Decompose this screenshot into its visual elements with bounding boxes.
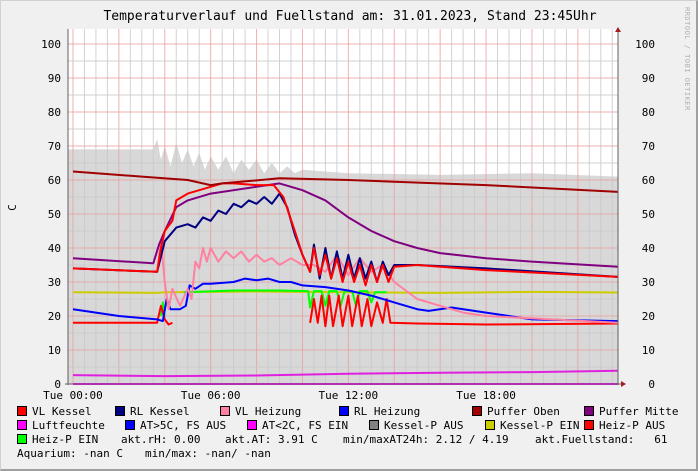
y-tick-label-right: 60 — [642, 174, 655, 187]
legend-item: Heiz-P EIN — [17, 433, 98, 446]
y-tick-label-right: 50 — [642, 208, 655, 221]
legend-swatch — [17, 420, 27, 430]
legend-swatch — [220, 406, 230, 416]
y-tick-label-left: 70 — [48, 140, 61, 153]
outside-temp-readout: akt.AT: 3.91 C — [225, 433, 318, 446]
humidity-readout: akt.rH: 0.00 — [121, 433, 201, 446]
x-tick-label: Tue 06:00 — [181, 389, 241, 401]
legend-swatch — [584, 406, 594, 416]
legend-swatch — [339, 406, 349, 416]
aquarium-readout: Aquarium: -nan C — [17, 447, 123, 460]
legend-label: Puffer Oben — [487, 405, 560, 418]
legend-label: Heiz-P EIN — [32, 433, 99, 446]
y-tick-label-right: 70 — [642, 140, 655, 153]
legend-swatch — [115, 406, 125, 416]
legend-label: VL Kessel — [32, 405, 92, 418]
legend-item: RL Heizung — [339, 405, 420, 418]
legend-label: AT>5C, FS AUS — [140, 419, 227, 432]
legend-item: VL Heizung — [220, 405, 301, 418]
y-tick-label-left: 60 — [48, 174, 61, 187]
legend-label: VL Heizung — [235, 405, 302, 418]
legend-item: Luftfeuchte — [17, 419, 105, 432]
legend-swatch — [472, 406, 482, 416]
legend-label: Luftfeuchte — [32, 419, 105, 432]
y-tick-label-left: 0 — [54, 378, 61, 391]
watermark: RRDTOOL / TOBI OETIKER — [683, 7, 691, 111]
legend-item: Puffer Mitte — [584, 405, 678, 418]
legend-item: AT<2C, FS EIN — [247, 419, 348, 432]
series-line-heiz-p-aus — [72, 294, 619, 328]
legend-swatch — [125, 420, 135, 430]
y-tick-label-right: 10 — [642, 344, 655, 357]
legend-swatch — [369, 420, 379, 430]
y-tick-label-left: 100 — [41, 38, 61, 51]
y-tick-label-right: 40 — [642, 242, 655, 255]
y-tick-label-left: 50 — [48, 208, 61, 221]
legend-label: RL Heizung — [354, 405, 421, 418]
legend-item: Kessel-P AUS — [369, 419, 463, 432]
x-tick-label: Tue 18:00 — [456, 389, 516, 401]
y-tick-label-right: 80 — [642, 106, 655, 119]
legend-item: Heiz-P AUS — [584, 419, 665, 432]
x-tick-label: Tue 12:00 — [319, 389, 379, 401]
legend-swatch — [485, 420, 495, 430]
y-tick-label-left: 30 — [48, 276, 61, 289]
y-tick-label-right: 0 — [648, 378, 655, 391]
series-area — [68, 139, 618, 384]
legend-item: VL Kessel — [17, 405, 92, 418]
legend-swatch — [17, 434, 27, 444]
legend-swatch — [584, 420, 594, 430]
aquarium-minmax: min/max: -nan/ -nan — [145, 447, 271, 460]
y-tick-label-right: 20 — [642, 310, 655, 323]
y-tick-label-left: 40 — [48, 242, 61, 255]
y-tick-label-left: 90 — [48, 72, 61, 85]
plot-area: 0 0 10 10 20 20 30 30 40 40 50 50 60 60 70 70 80 80 90 90 10… — [41, 27, 655, 401]
series-line-vl-kessel — [72, 182, 619, 287]
legend-item: AT>5C, FS AUS — [125, 419, 226, 432]
y-tick-label-left: 80 — [48, 106, 61, 119]
y-tick-label-left: 10 — [48, 344, 61, 357]
legend-item: Kessel-P EIN — [485, 419, 579, 432]
y-tick-label-right: 90 — [642, 72, 655, 85]
y-tick-label-right: 30 — [642, 276, 655, 289]
legend-label: Kessel-P EIN — [500, 419, 580, 432]
x-tick-label: Tue 00:00 — [43, 389, 103, 401]
legend-label: Kessel-P AUS — [384, 419, 464, 432]
outside-temp-minmax: min/maxAT24h: 2.12 / 4.19 — [343, 433, 509, 446]
y-tick-label-left: 20 — [48, 310, 61, 323]
series-line-puffer-oben — [72, 170, 619, 193]
y-axis-arrow-icon — [615, 27, 621, 32]
fill-level-readout: akt.Fuellstand: 61 — [535, 433, 668, 446]
series-line — [72, 369, 619, 378]
legend-item: Puffer Oben — [472, 405, 560, 418]
legend-swatch — [247, 420, 257, 430]
legend-swatch — [17, 406, 27, 416]
legend-item: RL Kessel — [115, 405, 190, 418]
legend-label: AT<2C, FS EIN — [262, 419, 349, 432]
legend-label: Puffer Mitte — [599, 405, 679, 418]
x-axis-arrow-icon — [621, 381, 626, 387]
legend-label: RL Kessel — [130, 405, 190, 418]
chart-title: Temperaturverlauf und Fuellstand am: 31.… — [103, 9, 597, 24]
legend-label: Heiz-P AUS — [599, 419, 666, 432]
y-tick-label-right: 100 — [635, 38, 655, 51]
